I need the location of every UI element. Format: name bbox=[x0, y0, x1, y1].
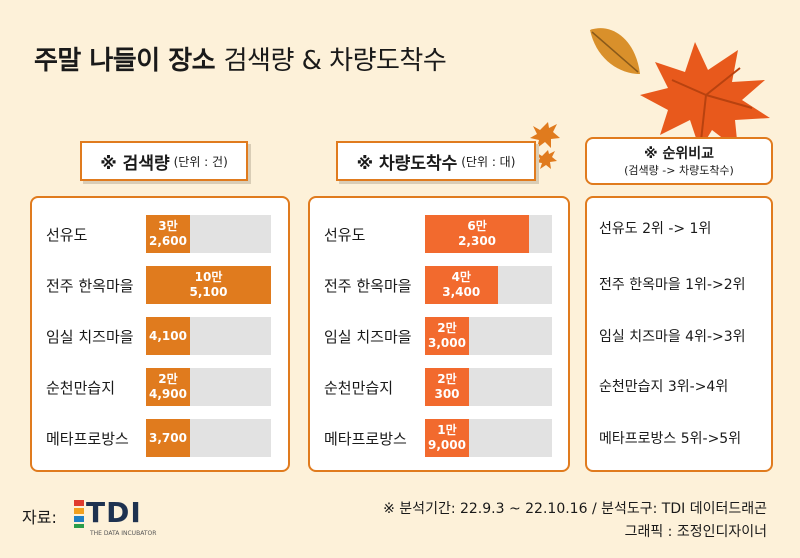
data-label: 10만 bbox=[194, 270, 223, 284]
bar: 4만 3,400 bbox=[425, 266, 498, 304]
chart-row: 전주 한옥마을 4만 3,400 bbox=[310, 266, 568, 306]
analysis-period: ※ 분석기간: 22.9.3 ~ 22.10.16 / 분석도구: TDI 데이… bbox=[383, 501, 767, 517]
chart-row: 순천만습지 2만 4,900 bbox=[32, 368, 288, 408]
category-label: 전주 한옥마을 bbox=[46, 277, 134, 295]
chart-row: 메타프로방스 1만 9,000 bbox=[310, 419, 568, 459]
rank-item: 선유도 2위 -> 1위 bbox=[599, 221, 712, 237]
bar-track: 2만 3,000 bbox=[425, 317, 552, 355]
data-label: 2만 bbox=[437, 321, 457, 335]
bar: 10만 5,100 bbox=[146, 266, 271, 304]
bar-track: 4만 3,400 bbox=[425, 266, 552, 304]
data-label: 300 bbox=[434, 387, 460, 401]
bar: 1만 9,000 bbox=[425, 419, 469, 457]
large-maple-leaf-icon bbox=[640, 42, 770, 151]
bar: 2만 4,900 bbox=[146, 368, 190, 406]
bar: 2만 3,000 bbox=[425, 317, 469, 355]
rank-item: 순천만습지 3위->4위 bbox=[599, 379, 729, 395]
data-label: 3,700 bbox=[149, 430, 187, 445]
bar-track: 3만 2,600 bbox=[146, 215, 271, 253]
category-label: 임실 치즈마을 bbox=[46, 328, 134, 346]
category-label: 임실 치즈마을 bbox=[324, 328, 412, 346]
data-label: 9,000 bbox=[428, 438, 466, 452]
tdi-logo-text: TDI bbox=[86, 496, 142, 529]
graphic-credit: 그래픽 : 조정인디자이너 bbox=[624, 524, 767, 540]
chart-row: 전주 한옥마을 10만 5,100 bbox=[32, 266, 288, 306]
bar: 6만 2,300 bbox=[425, 215, 530, 253]
page-title: 주말 나들이 장소 검색량 & 차량도착수 bbox=[34, 46, 447, 76]
category-label: 메타프로방스 bbox=[46, 430, 129, 448]
bar: 2만 300 bbox=[425, 368, 469, 406]
data-label: 6만 bbox=[467, 219, 487, 233]
rank-comparison-subtitle: (검색량 -> 차량도착수) bbox=[624, 164, 734, 177]
tiny-maple-leaf-icon bbox=[535, 150, 557, 169]
data-label: 4,900 bbox=[149, 387, 187, 401]
data-label: 1만 bbox=[437, 423, 457, 437]
bar: 4,100 bbox=[146, 317, 190, 355]
bar-track: 1만 9,000 bbox=[425, 419, 552, 457]
vehicle-arrivals-chart: 선유도 6만 2,300 전주 한옥마을 4만 3,400 임실 치즈마을 2만 3,000 순천… bbox=[308, 196, 570, 472]
source-label: 자료: bbox=[22, 508, 57, 527]
chart-row: 선유도 3만 2,600 bbox=[32, 215, 288, 255]
category-label: 선유도 bbox=[46, 226, 88, 244]
bar-track: 2만 300 bbox=[425, 368, 552, 406]
tdi-logo-subtitle: THE DATA INCUBATOR bbox=[90, 530, 157, 537]
rank-comparison-header: ※ 순위비교 (검색량 -> 차량도착수) bbox=[585, 137, 773, 185]
search-volume-chart: 선유도 3만 2,600 전주 한옥마을 10만 5,100 임실 치즈마을 4,100 순천만… bbox=[30, 196, 290, 472]
rank-item: 전주 한옥마을 1위->2위 bbox=[599, 277, 746, 293]
bar-track: 3,700 bbox=[146, 419, 271, 457]
data-label: 4만 bbox=[451, 270, 471, 284]
chart-row: 임실 치즈마을 2만 3,000 bbox=[310, 317, 568, 357]
rank-item: 임실 치즈마을 4위->3위 bbox=[599, 329, 746, 345]
data-label: 2만 bbox=[437, 372, 457, 386]
rank-comparison-title: ※ 순위비교 bbox=[643, 146, 714, 162]
bar-track: 2만 4,900 bbox=[146, 368, 271, 406]
chart-row: 선유도 6만 2,300 bbox=[310, 215, 568, 255]
data-label: 3만 bbox=[158, 219, 178, 233]
data-label: 2만 bbox=[158, 372, 178, 386]
bar-track: 4,100 bbox=[146, 317, 271, 355]
bar: 3,700 bbox=[146, 419, 190, 457]
rank-item: 메타프로방스 5위->5위 bbox=[599, 431, 742, 447]
small-leaf-icon bbox=[590, 28, 640, 74]
data-label: 2,300 bbox=[458, 234, 497, 248]
data-label: 3,000 bbox=[428, 336, 466, 350]
chart-row: 임실 치즈마을 4,100 bbox=[32, 317, 288, 357]
vehicle-arrivals-label: ※ 차량도착수 (단위 : 대) bbox=[336, 141, 536, 181]
category-label: 순천만습지 bbox=[324, 379, 394, 397]
category-label: 메타프로방스 bbox=[324, 430, 407, 448]
bar-track: 10만 5,100 bbox=[146, 266, 271, 304]
search-volume-label: ※ 검색량 (단위 : 건) bbox=[80, 141, 248, 181]
data-label: 5,100 bbox=[189, 285, 228, 299]
category-label: 선유도 bbox=[324, 226, 366, 244]
data-label: 3,400 bbox=[442, 285, 481, 299]
bar-track: 6만 2,300 bbox=[425, 215, 552, 253]
rank-comparison-list: 선유도 2위 -> 1위 전주 한옥마을 1위->2위 임실 치즈마을 4위->… bbox=[585, 196, 773, 472]
chart-row: 메타프로방스 3,700 bbox=[32, 419, 288, 459]
category-label: 순천만습지 bbox=[46, 379, 116, 397]
data-label: 4,100 bbox=[149, 328, 187, 343]
category-label: 전주 한옥마을 bbox=[324, 277, 412, 295]
chart-row: 순천만습지 2만 300 bbox=[310, 368, 568, 408]
data-label: 2,600 bbox=[149, 234, 187, 248]
bar: 3만 2,600 bbox=[146, 215, 190, 253]
tdi-logo-icon bbox=[74, 500, 84, 528]
